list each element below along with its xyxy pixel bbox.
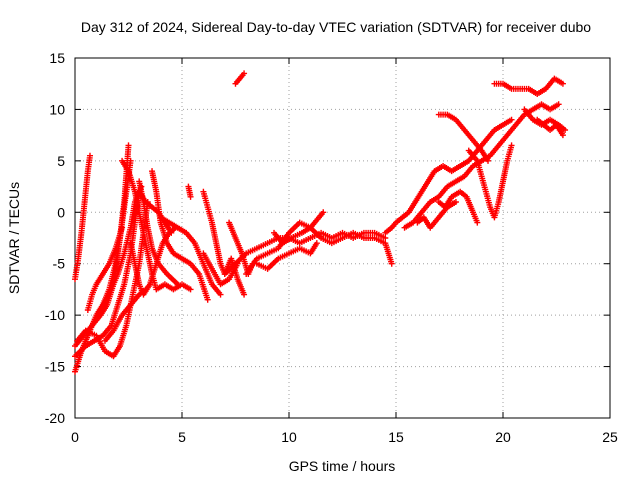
data-point xyxy=(382,235,389,241)
data-point xyxy=(452,199,459,205)
x-axis-label: GPS time / hours xyxy=(289,458,396,474)
x-tick-label: 20 xyxy=(495,429,511,445)
data-point xyxy=(320,209,327,216)
x-axis-ticks: 0 5 10 15 20 25 xyxy=(71,58,618,445)
data-point xyxy=(174,281,181,288)
data-points xyxy=(72,70,569,375)
y-tick-label: 0 xyxy=(57,204,65,220)
data-point xyxy=(187,286,194,293)
data-point xyxy=(127,157,134,164)
y-tick-label: 15 xyxy=(49,50,65,66)
x-tick-label: 5 xyxy=(178,429,186,445)
y-axis-label: SDTVAR / TECUs xyxy=(6,182,22,294)
y-tick-label: -20 xyxy=(45,410,65,426)
data-point xyxy=(125,142,132,149)
data-point xyxy=(508,142,515,149)
grid-lines xyxy=(75,58,610,418)
data-point xyxy=(187,193,194,200)
y-tick-label: -5 xyxy=(53,256,66,272)
data-point xyxy=(559,80,566,87)
chart-title: Day 312 of 2024, Sidereal Day-to-day VTE… xyxy=(81,19,591,35)
y-tick-label: 10 xyxy=(49,101,65,117)
plot-frame xyxy=(74,57,611,419)
x-tick-label: 25 xyxy=(602,429,618,445)
data-point xyxy=(217,291,224,298)
data-point xyxy=(241,70,248,77)
data-point xyxy=(562,127,569,133)
y-tick-label: -10 xyxy=(45,307,65,323)
data-point xyxy=(86,152,93,159)
data-point xyxy=(508,116,515,123)
x-tick-label: 0 xyxy=(71,429,79,445)
data-point xyxy=(142,286,149,293)
data-point xyxy=(168,229,175,236)
x-tick-label: 15 xyxy=(388,429,404,445)
data-point xyxy=(555,101,562,108)
y-axis-ticks: -20 -15 -10 -5 0 5 10 15 xyxy=(45,50,610,426)
data-point xyxy=(559,132,566,139)
data-point xyxy=(474,219,481,226)
data-point xyxy=(241,291,248,298)
y-tick-label: -15 xyxy=(45,359,65,375)
x-tick-label: 10 xyxy=(281,429,297,445)
y-tick-label: 5 xyxy=(57,153,65,169)
data-point xyxy=(388,260,395,267)
data-point xyxy=(119,224,126,231)
data-point xyxy=(204,296,211,303)
data-point xyxy=(313,240,320,247)
data-point xyxy=(485,157,492,164)
